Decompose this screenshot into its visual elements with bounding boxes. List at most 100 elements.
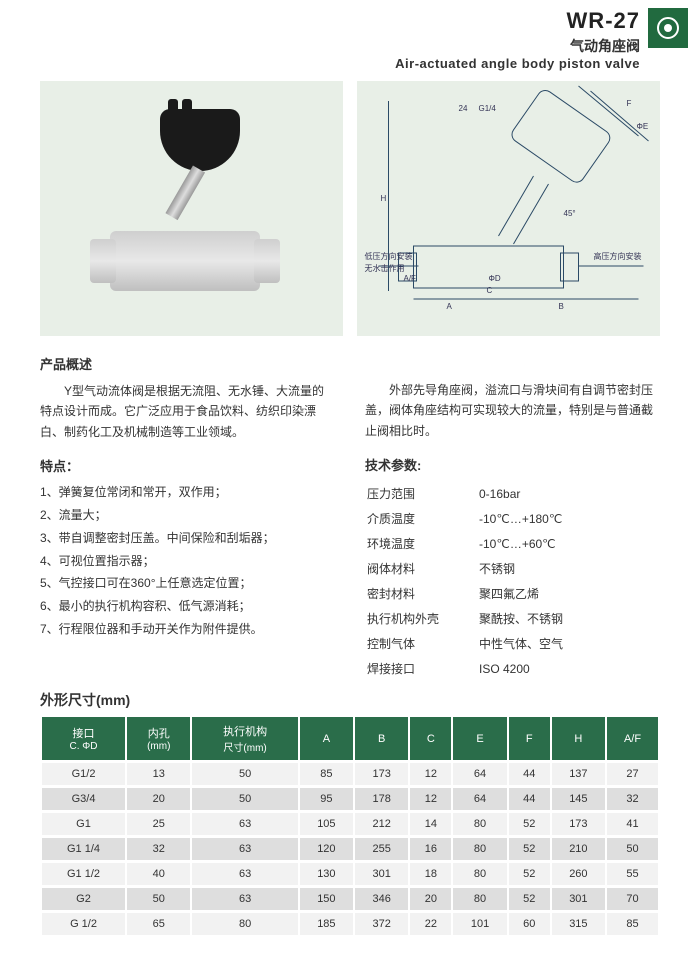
table-row: G1 1/2406313030118805226055 bbox=[42, 863, 658, 885]
table-row: G1256310521214805217341 bbox=[42, 813, 658, 835]
dim-col-header: F bbox=[509, 717, 550, 760]
overview-para-right: 外部先导角座阀，溢流口与滑块间有自调节密封压盖，阀体角座结构可实现较大的流量，特… bbox=[365, 380, 660, 441]
dim-cell: 80 bbox=[453, 813, 506, 835]
dim-cell: 63 bbox=[192, 813, 297, 835]
dim-cell: 64 bbox=[453, 763, 506, 785]
dim-cell: 185 bbox=[300, 913, 353, 935]
dim-cell: G1 1/2 bbox=[42, 863, 125, 885]
dim-cell: 50 bbox=[127, 888, 190, 910]
dim-label-B: B bbox=[559, 302, 564, 311]
dim-cell: 16 bbox=[410, 838, 451, 860]
dim-col-header: 接口C. ΦD bbox=[42, 717, 125, 760]
overview-para-left: Y型气动流体阀是根据无流阻、无水锤、大流量的特点设计而成。它广泛应用于食品饮料、… bbox=[40, 381, 335, 442]
left-column: 产品概述 Y型气动流体阀是根据无流阻、无水锤、大流量的特点设计而成。它广泛应用于… bbox=[40, 354, 335, 682]
dim-cell: 301 bbox=[552, 888, 605, 910]
header-text-block: WR-27 气动角座阀 Air-actuated angle body pist… bbox=[395, 8, 640, 71]
dim-cell: 50 bbox=[192, 788, 297, 810]
dim-label-F: F bbox=[627, 99, 632, 108]
dim-cell: 150 bbox=[300, 888, 353, 910]
dim-cell: 80 bbox=[453, 838, 506, 860]
feature-item: 3、带自调整密封压盖。中间保险和刮垢器； bbox=[40, 527, 335, 550]
dim-label-right1: 高压方向安装 bbox=[594, 251, 642, 261]
dim-cell: 173 bbox=[355, 763, 408, 785]
dim-cell: 50 bbox=[192, 763, 297, 785]
dim-cell: 63 bbox=[192, 838, 297, 860]
dim-cell: G1 bbox=[42, 813, 125, 835]
spec-table: 压力范围0-16bar介质温度-10℃…+180℃环境温度-10℃…+60℃阀体… bbox=[365, 480, 660, 682]
table-row: G1/213508517312644413727 bbox=[42, 763, 658, 785]
dim-cell: 63 bbox=[192, 888, 297, 910]
valve-photo-placeholder bbox=[40, 81, 343, 336]
feature-item: 6、最小的执行机构容积、低气源消耗； bbox=[40, 595, 335, 618]
spec-value: 中性气体、空气 bbox=[479, 632, 658, 655]
feature-item: 2、流量大； bbox=[40, 504, 335, 527]
dim-cell: G1 1/4 bbox=[42, 838, 125, 860]
table-row: G2506315034620805230170 bbox=[42, 888, 658, 910]
dim-cell: 130 bbox=[300, 863, 353, 885]
dim-label-A: A bbox=[447, 302, 453, 311]
dim-cell: 173 bbox=[552, 813, 605, 835]
images-row: H A B F ΦE G1/4 24 45° A/F ΦD C 低压方向安装 无… bbox=[0, 75, 700, 346]
dim-cell: 41 bbox=[607, 813, 658, 835]
table-row: G3/420509517812644414532 bbox=[42, 788, 658, 810]
dim-cell: 40 bbox=[127, 863, 190, 885]
spec-value: 聚四氟乙烯 bbox=[479, 582, 658, 605]
dim-cell: G2 bbox=[42, 888, 125, 910]
spec-label: 阀体材料 bbox=[367, 557, 477, 580]
dim-label-45: 45° bbox=[564, 209, 576, 218]
specs-title: 技术参数: bbox=[365, 455, 660, 474]
dim-cell: 255 bbox=[355, 838, 408, 860]
spec-value: ISO 4200 bbox=[479, 657, 658, 680]
dim-cell: 44 bbox=[509, 763, 550, 785]
dim-cell: 95 bbox=[300, 788, 353, 810]
dim-cell: 85 bbox=[607, 913, 658, 935]
dim-cell: 52 bbox=[509, 863, 550, 885]
dim-col-header: E bbox=[453, 717, 506, 760]
dim-cell: 18 bbox=[410, 863, 451, 885]
dim-cell: 65 bbox=[127, 913, 190, 935]
dim-label-left2: 无水击作用 bbox=[365, 263, 405, 273]
dim-cell: 52 bbox=[509, 838, 550, 860]
spec-value: 聚酰按、不锈钢 bbox=[479, 607, 658, 630]
dim-cell: G 1/2 bbox=[42, 913, 125, 935]
spec-label: 密封材料 bbox=[367, 582, 477, 605]
dim-cell: 27 bbox=[607, 763, 658, 785]
dim-label-24: 24 bbox=[459, 104, 468, 113]
features-title: 特点： bbox=[40, 456, 335, 475]
dim-cell: 80 bbox=[192, 913, 297, 935]
dim-cell: 25 bbox=[127, 813, 190, 835]
dim-cell: 70 bbox=[607, 888, 658, 910]
dim-cell: 55 bbox=[607, 863, 658, 885]
dim-cell: 64 bbox=[453, 788, 506, 810]
dim-cell: 120 bbox=[300, 838, 353, 860]
overview-title: 产品概述 bbox=[40, 354, 335, 373]
title-cn: 气动角座阀 bbox=[395, 36, 640, 56]
dim-col-header: A/F bbox=[607, 717, 658, 760]
dim-label-D: ΦD bbox=[489, 274, 501, 283]
dim-cell: 32 bbox=[607, 788, 658, 810]
dim-cell: 85 bbox=[300, 763, 353, 785]
dim-col-header: 内孔(mm) bbox=[127, 717, 190, 760]
technical-drawing-svg: H A B F ΦE G1/4 24 45° A/F ΦD C 低压方向安装 无… bbox=[357, 81, 660, 336]
dim-cell: 315 bbox=[552, 913, 605, 935]
dim-label-H: H bbox=[381, 194, 387, 203]
dim-cell: G3/4 bbox=[42, 788, 125, 810]
dim-cell: 137 bbox=[552, 763, 605, 785]
dim-cell: 14 bbox=[410, 813, 451, 835]
dim-label-G14: G1/4 bbox=[479, 104, 497, 113]
feature-item: 5、气控接口可在360°上任意选定位置； bbox=[40, 572, 335, 595]
dim-cell: 60 bbox=[509, 913, 550, 935]
spec-label: 焊接接口 bbox=[367, 657, 477, 680]
dim-cell: 105 bbox=[300, 813, 353, 835]
dim-cell: 63 bbox=[192, 863, 297, 885]
dim-cell: 20 bbox=[410, 888, 451, 910]
title-en: Air-actuated angle body piston valve bbox=[395, 56, 640, 71]
feature-item: 4、可视位置指示器； bbox=[40, 550, 335, 573]
dim-col-header: 执行机构尺寸(mm) bbox=[192, 717, 297, 760]
spec-value: -10℃…+60℃ bbox=[479, 532, 658, 555]
dim-label-C: C bbox=[487, 286, 493, 295]
dim-cell: 301 bbox=[355, 863, 408, 885]
spec-label: 控制气体 bbox=[367, 632, 477, 655]
dim-col-header: H bbox=[552, 717, 605, 760]
dim-cell: G1/2 bbox=[42, 763, 125, 785]
